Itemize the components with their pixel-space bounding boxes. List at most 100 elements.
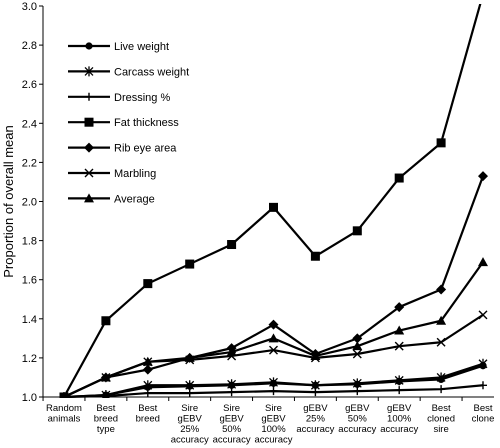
legend-label: Carcass weight [114, 66, 189, 78]
data-point-carcass-weight [185, 380, 195, 391]
data-point-dressing [479, 381, 487, 390]
x-tick-label-line: cloned [427, 414, 455, 425]
x-tick-label-line: gEBV [345, 403, 370, 414]
x-tick-label-line: 100% [387, 414, 412, 425]
data-point-fat-thickness [394, 173, 404, 183]
data-point-dressing [311, 388, 320, 397]
x-tick-label-line: breed [94, 414, 118, 425]
legend-marker [84, 168, 94, 178]
x-tick-label-line: Sire [181, 403, 198, 414]
data-point-carcass-weight [478, 358, 488, 369]
series-layer [59, 4, 488, 398]
y-axis-label: Proportion of overall mean [1, 125, 16, 277]
y-tick-label: 2.4 [22, 118, 37, 130]
series-dressing [60, 381, 487, 398]
x-tick-label-line: clone [472, 414, 495, 425]
data-point-carcass-weight [436, 372, 446, 383]
x-tick-label-line: accuracy [213, 435, 251, 446]
y-tick-label: 2.6 [22, 79, 37, 91]
legend-item-average: Average [68, 193, 155, 205]
data-point-fat-thickness [227, 240, 237, 250]
x-tick-label-line: accuracy [338, 424, 376, 435]
x-tick-label: Best breed [136, 403, 160, 425]
legend-marker [85, 92, 93, 101]
legend: Live weight Carcass weight Dressing % Fat t… [68, 41, 189, 205]
y-tick-label: 2.0 [22, 197, 37, 209]
data-point-dressing [395, 386, 404, 395]
x-tick-label-line: type [97, 424, 115, 435]
x-tick-label-line: Best [96, 403, 115, 414]
data-point-average [352, 341, 363, 351]
data-point-dressing [143, 389, 152, 398]
data-point-fat-thickness [352, 226, 362, 236]
data-point-average [60, 392, 68, 398]
data-point-dressing [101, 392, 110, 398]
data-point-average [436, 315, 447, 325]
legend-marker [84, 193, 94, 203]
data-point-marbling [394, 341, 404, 351]
data-point-rib-eye-area [436, 284, 447, 295]
legend-label: Fat thickness [114, 117, 179, 129]
data-point-marbling [352, 349, 362, 359]
y-tick-label: 1.0 [22, 392, 37, 404]
data-point-rib-eye-area [478, 171, 488, 182]
x-tick-label-line: gEBV [303, 403, 328, 414]
legend-item-marbling: Marbling [68, 168, 156, 180]
y-tick-label: 1.6 [22, 275, 37, 287]
x-tick-label-line: accuracy [380, 424, 418, 435]
x-tick-label-line: 25% [180, 424, 200, 435]
data-point-average [394, 325, 405, 335]
x-tick-label-line: gEBV [219, 414, 244, 425]
y-tick-label: 1.4 [22, 314, 37, 326]
legend-label: Dressing % [114, 92, 170, 104]
x-tick-label-line: gEBV [178, 414, 203, 425]
data-point-dressing [185, 389, 194, 398]
data-point-dressing [437, 385, 446, 394]
legend-marker [84, 142, 94, 153]
legend-item-dressing: Dressing % [68, 92, 170, 104]
legend-item-rib-eye-area: Rib eye area [68, 142, 177, 155]
legend-item-live-weight: Live weight [68, 41, 169, 53]
x-tick-label: gEBV 25% accuracy [296, 403, 334, 435]
x-tick-label-line: sire [433, 424, 448, 435]
data-point-carcass-weight [269, 377, 278, 388]
data-point-carcass-weight [394, 375, 404, 386]
legend-label: Average [114, 193, 155, 205]
data-point-dressing [227, 388, 236, 397]
data-point-fat-thickness [436, 138, 446, 148]
data-point-average [268, 333, 279, 343]
data-point-carcass-weight [352, 378, 362, 389]
x-tick-label-line: 50% [222, 424, 242, 435]
data-point-carcass-weight [143, 380, 153, 391]
data-point-dressing [269, 387, 278, 396]
data-point-rib-eye-area [142, 364, 153, 375]
x-tick-label-line: Best [138, 403, 157, 414]
data-point-carcass-weight [227, 379, 237, 390]
data-point-fat-thickness [143, 279, 153, 289]
data-point-average [310, 350, 321, 360]
legend-marker [85, 42, 93, 50]
x-tick-label-line: animals [48, 414, 81, 425]
x-tick-label-line: breed [136, 414, 160, 425]
x-tick-label-line: accuracy [296, 424, 334, 435]
x-tick-label-line: accuracy [254, 435, 292, 446]
legend-label: Live weight [114, 41, 169, 53]
data-point-fat-thickness [310, 251, 320, 261]
data-point-rib-eye-area [268, 319, 279, 330]
x-tick-label-line: gEBV [261, 414, 286, 425]
y-tick-label: 1.2 [22, 353, 37, 365]
x-tick-label: gEBV 100% accuracy [380, 403, 418, 435]
x-tick-label: Sire gEBV 100% accuracy [254, 403, 292, 446]
x-tick-label-line: Sire [265, 403, 282, 414]
y-tick-label: 3.0 [22, 1, 37, 13]
data-point-fat-thickness [101, 316, 111, 326]
x-tick-label-line: accuracy [171, 435, 209, 446]
data-point-fat-thickness [269, 202, 278, 212]
data-point-marbling [436, 337, 446, 347]
x-tick-label: Best clone [472, 403, 495, 425]
x-tick-label-line: 50% [348, 414, 368, 425]
legend-item-fat-thickness: Fat thickness [68, 117, 179, 129]
x-tick-label: Sire gEBV 25% accuracy [171, 403, 209, 446]
x-tick-label: Random animals [46, 403, 82, 425]
